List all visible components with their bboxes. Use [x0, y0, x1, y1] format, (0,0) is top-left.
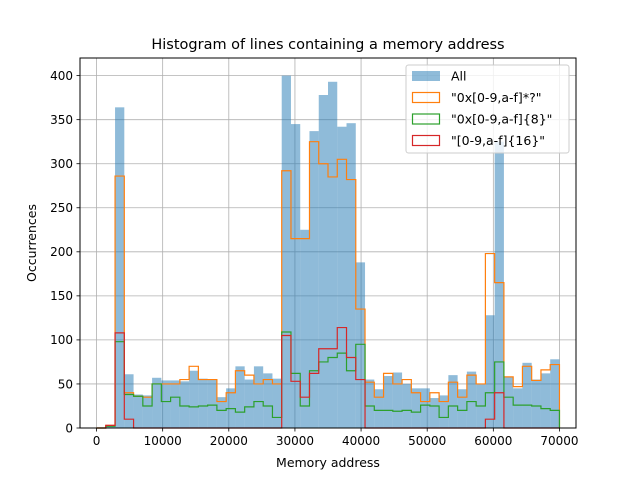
histogram-bar-all	[189, 370, 199, 428]
histogram-bar-all	[290, 124, 301, 429]
histogram-bar-all	[161, 380, 171, 428]
histogram-bar-all	[448, 375, 458, 428]
legend-swatch	[411, 91, 441, 104]
histogram-bar-all	[253, 366, 264, 428]
legend-swatch	[411, 134, 441, 147]
y-tick-label: 50	[58, 377, 73, 391]
histogram-bar-all	[550, 359, 560, 428]
histogram-bar-all	[207, 379, 217, 428]
histogram-bar-all	[170, 380, 180, 428]
legend-swatch	[412, 71, 440, 81]
histogram-bar-all	[457, 389, 467, 428]
legend: All "0x[0-9,a-f]*?" "0x[0-9,a-f]{8}" "[0-9,…	[405, 64, 570, 154]
histogram-bar-all	[374, 389, 384, 428]
x-axis-label: Memory address	[276, 455, 380, 470]
y-tick-label: 150	[50, 289, 73, 303]
x-tick-label: 30000	[276, 434, 314, 448]
histogram-bar-all	[540, 373, 551, 428]
x-tick-label: 70000	[540, 434, 578, 448]
y-tick-label: 350	[50, 113, 73, 127]
histogram-bar-all	[485, 315, 495, 428]
histogram-bar-all	[494, 141, 504, 428]
histogram-bar-all	[466, 371, 477, 428]
legend-box	[405, 64, 570, 154]
x-tick-label: 0	[93, 434, 101, 448]
x-axis-ticks: 0 10000 20000 30000 40000 50000 60000 70000	[93, 428, 579, 448]
histogram-bar-all	[142, 395, 153, 428]
y-tick-label: 0	[65, 421, 73, 435]
legend-label: "0x[0-9,a-f]{8}"	[451, 112, 552, 127]
histogram-bar-all	[133, 394, 143, 428]
histogram-bar-all	[346, 123, 356, 428]
histogram-bar-all	[272, 378, 282, 428]
step-histogram-series-2	[96, 331, 561, 429]
step-histogram-series-1	[96, 141, 561, 429]
y-tick-label: 100	[50, 333, 73, 347]
histogram-bar-all	[355, 262, 366, 428]
x-tick-label: 10000	[144, 434, 182, 448]
y-tick-label: 300	[50, 157, 73, 171]
histogram-bar-all	[383, 376, 393, 428]
legend-label: "[0-9,a-f]{16}"	[451, 133, 545, 148]
x-tick-label: 20000	[210, 434, 248, 448]
plot-area-frame	[79, 57, 577, 429]
histogram-bar-all	[235, 366, 245, 428]
histogram-bar-all	[337, 126, 347, 428]
histogram-bar-all	[216, 397, 227, 428]
histogram-bar-all	[429, 398, 440, 428]
histogram-bar-all	[124, 374, 134, 428]
histogram-bar-all	[328, 81, 338, 429]
y-axis-ticks: 0 50 100 150 200 250 300 350 400	[50, 69, 80, 435]
x-tick-label: 40000	[342, 434, 380, 448]
histogram-bar-all	[115, 107, 125, 428]
histogram-bar-all	[244, 379, 254, 428]
histogram-bar-all	[531, 379, 541, 428]
legend-label: "0x[0-9,a-f]*?"	[451, 90, 541, 105]
histogram-bar-all	[263, 373, 273, 428]
histogram-bar-all	[503, 376, 514, 428]
histogram-bar-all	[281, 75, 291, 428]
legend-swatch	[411, 113, 441, 125]
chart-title: Histogram of lines containing a memory a…	[151, 37, 504, 53]
histogram-bar-all	[402, 383, 412, 428]
histogram-bar-all	[439, 395, 449, 428]
histogram-bar-all	[152, 377, 162, 428]
histogram-bar-all	[179, 381, 190, 428]
y-tick-label: 250	[50, 201, 73, 215]
y-axis-label: Occurrences	[24, 204, 39, 282]
histogram-bar-all	[420, 388, 430, 428]
histogram-bar-all	[318, 95, 328, 428]
histogram-bar-all	[513, 388, 523, 428]
histogram-bar-all	[522, 362, 532, 428]
histogram-bar-all	[392, 372, 403, 428]
histogram-bar-all	[198, 378, 208, 428]
legend-label: All	[451, 69, 467, 84]
x-tick-label: 50000	[408, 434, 446, 448]
histogram-bar-all	[309, 131, 319, 428]
histogram-bar-all	[411, 388, 421, 428]
x-tick-label: 60000	[474, 434, 512, 448]
histogram-bar-all	[365, 379, 375, 428]
y-tick-label: 200	[50, 245, 73, 259]
histogram-bar-all	[300, 229, 310, 428]
y-tick-label: 400	[50, 69, 73, 83]
